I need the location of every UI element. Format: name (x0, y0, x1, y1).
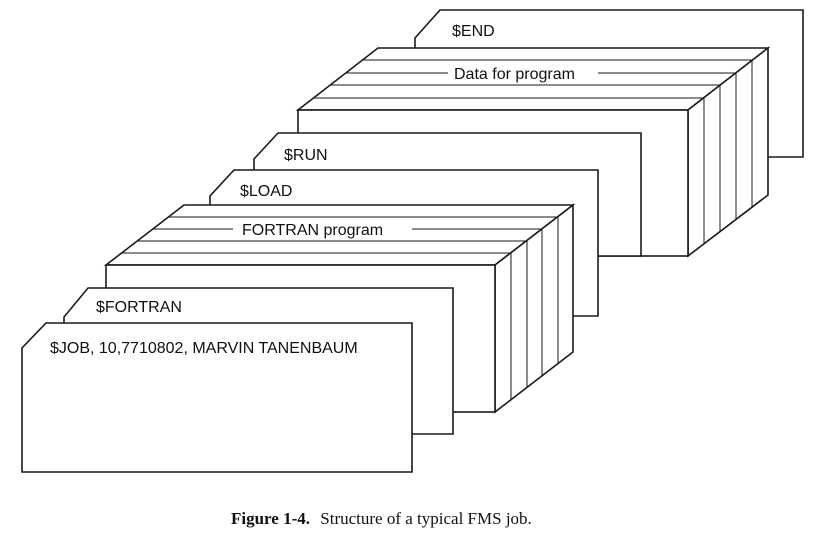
fortran-program-label: FORTRAN program (242, 222, 383, 239)
job-card-label: $JOB, 10,7710802, MARVIN TANENBAUM (50, 340, 358, 357)
figure-number: Figure 1-4. (231, 509, 310, 528)
figure-caption-text: Structure of a typical FMS job. (320, 509, 532, 528)
run-card-label: $RUN (284, 147, 328, 164)
job-card: $JOB, 10,7710802, MARVIN TANENBAUM (22, 323, 412, 472)
load-card-label: $LOAD (240, 183, 292, 200)
end-card-label: $END (452, 23, 495, 40)
data-program-label: Data for program (454, 66, 575, 83)
figure-caption: Figure 1-4. Structure of a typical FMS j… (231, 509, 532, 528)
fortran-card-label: $FORTRAN (96, 299, 182, 316)
